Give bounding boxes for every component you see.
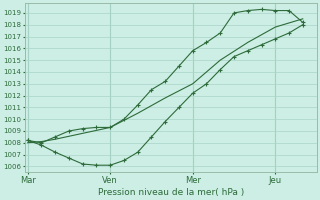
X-axis label: Pression niveau de la mer( hPa ): Pression niveau de la mer( hPa ) <box>98 188 244 197</box>
